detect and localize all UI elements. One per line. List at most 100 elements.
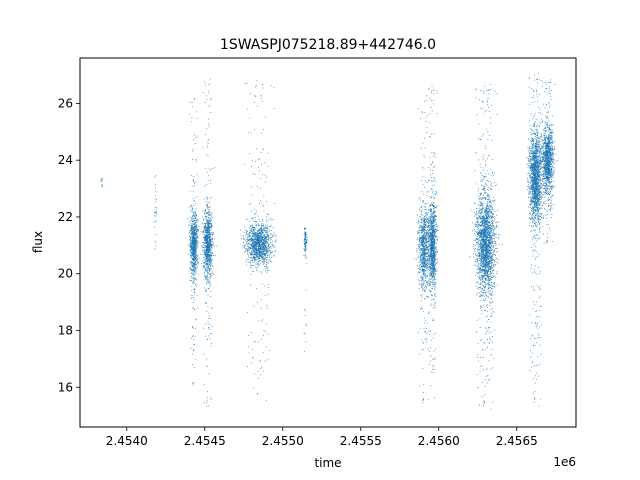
data-point xyxy=(191,272,193,273)
data-point xyxy=(417,222,419,224)
data-point xyxy=(194,344,195,345)
data-point xyxy=(190,241,192,243)
data-point xyxy=(272,236,274,238)
data-point xyxy=(205,223,207,224)
data-point xyxy=(241,238,242,239)
data-point xyxy=(259,244,260,246)
data-point xyxy=(194,358,196,360)
data-point xyxy=(206,229,208,231)
data-point xyxy=(194,241,196,243)
data-point xyxy=(275,236,277,238)
data-point xyxy=(304,235,306,237)
data-point xyxy=(206,243,208,245)
data-point xyxy=(187,218,189,220)
data-point xyxy=(154,248,156,250)
data-point xyxy=(430,356,432,357)
data-point xyxy=(252,224,253,226)
data-point xyxy=(422,285,424,287)
data-point xyxy=(208,209,210,211)
data-point xyxy=(421,235,423,237)
data-point xyxy=(208,317,209,319)
data-point xyxy=(425,223,427,225)
data-point xyxy=(205,290,207,292)
data-point xyxy=(256,254,258,256)
data-point xyxy=(208,259,210,261)
data-point xyxy=(253,250,255,252)
data-point xyxy=(258,254,260,256)
data-point xyxy=(426,235,428,237)
data-point xyxy=(243,246,245,248)
data-point xyxy=(208,265,210,267)
data-point xyxy=(254,259,256,260)
data-point xyxy=(258,236,260,238)
data-point xyxy=(210,290,212,292)
data-point xyxy=(210,345,212,347)
data-point xyxy=(202,261,204,263)
data-point xyxy=(252,243,254,245)
data-point xyxy=(430,169,431,171)
data-point xyxy=(262,239,263,241)
data-point xyxy=(422,266,423,268)
data-point xyxy=(211,252,213,254)
data-point xyxy=(246,312,248,313)
data-point xyxy=(195,208,197,210)
data-point xyxy=(210,260,212,262)
data-point xyxy=(421,111,423,113)
data-point xyxy=(264,240,266,242)
data-point xyxy=(422,232,424,234)
data-point xyxy=(196,219,198,221)
data-point xyxy=(434,302,436,304)
data-point xyxy=(215,245,217,247)
data-point xyxy=(208,232,210,234)
data-point xyxy=(195,264,197,266)
data-point xyxy=(270,247,272,249)
data-point xyxy=(206,262,207,264)
data-point xyxy=(192,235,194,236)
data-point xyxy=(206,234,208,236)
data-point xyxy=(432,223,434,225)
data-point xyxy=(188,231,190,233)
data-point xyxy=(434,193,436,194)
data-point xyxy=(253,239,255,241)
data-point xyxy=(211,250,213,252)
data-point xyxy=(265,225,266,227)
data-point xyxy=(261,132,263,134)
data-point xyxy=(208,249,209,250)
data-point xyxy=(422,255,423,257)
data-point xyxy=(263,241,265,243)
data-point xyxy=(192,350,194,352)
data-point xyxy=(268,247,270,249)
data-point xyxy=(191,217,193,219)
data-point xyxy=(421,254,422,256)
data-point xyxy=(249,239,251,241)
data-point xyxy=(424,227,426,229)
data-point xyxy=(425,242,427,244)
data-point xyxy=(256,233,258,235)
data-point xyxy=(265,242,267,244)
data-point xyxy=(258,263,259,265)
data-point xyxy=(249,235,251,237)
data-point xyxy=(264,254,266,255)
data-point xyxy=(193,214,195,216)
data-point xyxy=(431,255,433,257)
data-point xyxy=(429,229,431,231)
data-point xyxy=(193,226,195,228)
data-point xyxy=(268,231,270,233)
data-point xyxy=(421,229,422,230)
data-point xyxy=(430,233,432,234)
data-point xyxy=(428,261,430,263)
data-point xyxy=(202,209,204,211)
data-point xyxy=(414,258,416,260)
data-point xyxy=(430,222,432,224)
data-point xyxy=(246,243,248,244)
data-point xyxy=(427,251,429,253)
data-point xyxy=(435,222,437,224)
data-point xyxy=(210,259,212,261)
data-point xyxy=(425,248,427,250)
data-point xyxy=(246,230,247,232)
data-point xyxy=(418,253,420,255)
data-point xyxy=(211,232,213,233)
data-point xyxy=(208,272,210,274)
data-point xyxy=(191,268,193,270)
data-point xyxy=(418,232,420,234)
